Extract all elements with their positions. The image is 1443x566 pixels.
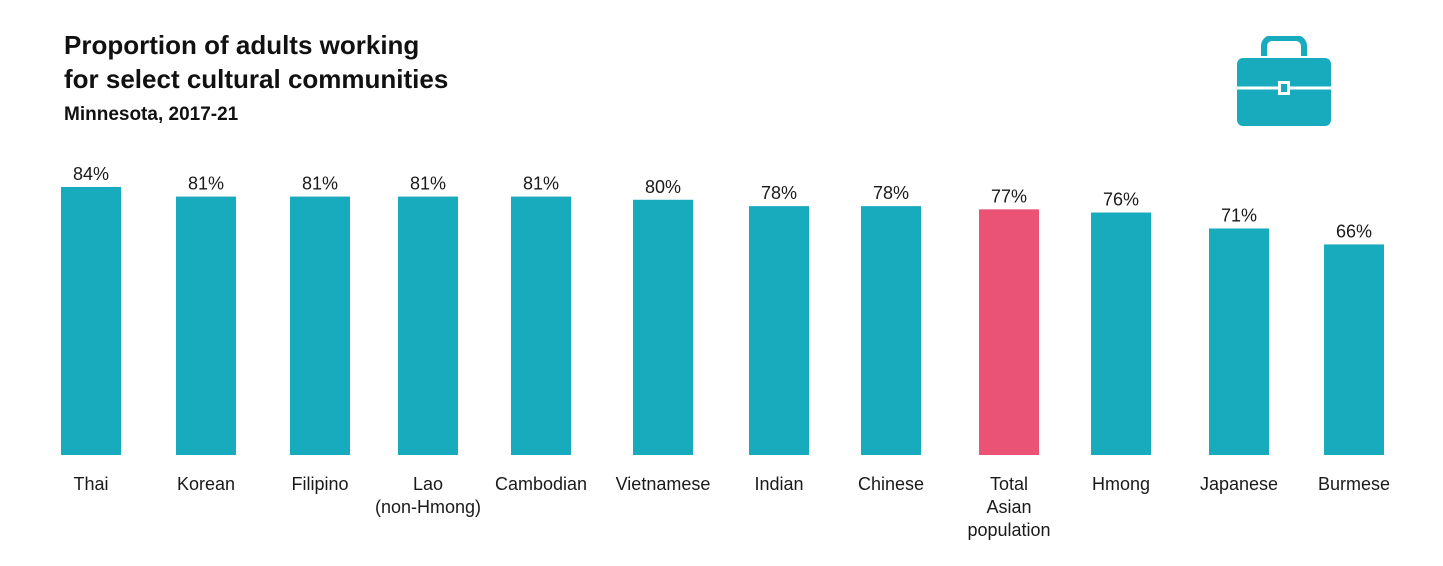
bar-5 xyxy=(633,199,693,455)
value-label-1: 81% xyxy=(188,174,224,194)
value-label-11: 66% xyxy=(1336,221,1372,241)
bar-10 xyxy=(1209,228,1269,455)
bar-4 xyxy=(511,196,571,456)
category-label-5: Vietnamese xyxy=(616,474,711,494)
bar-1 xyxy=(176,196,236,456)
value-label-9: 76% xyxy=(1103,190,1139,210)
category-label-2: Filipino xyxy=(291,474,348,494)
category-label-4: Cambodian xyxy=(495,474,587,494)
bar-7 xyxy=(861,206,921,455)
category-label-3: Lao (non-Hmong) xyxy=(375,474,481,517)
value-label-7: 78% xyxy=(873,183,909,203)
category-label-6: Indian xyxy=(754,474,803,494)
bar-11 xyxy=(1324,244,1384,455)
value-label-0: 84% xyxy=(73,164,109,184)
category-label-10: Japanese xyxy=(1200,474,1278,494)
category-label-8: Total Asian population xyxy=(967,474,1050,540)
bar-0 xyxy=(61,187,121,455)
bar-3 xyxy=(398,196,458,456)
value-label-3: 81% xyxy=(410,174,446,194)
value-label-2: 81% xyxy=(302,174,338,194)
value-label-6: 78% xyxy=(761,183,797,203)
category-label-7: Chinese xyxy=(858,474,924,494)
category-label-1: Korean xyxy=(177,474,235,494)
category-label-9: Hmong xyxy=(1092,474,1150,494)
category-label-11: Burmese xyxy=(1318,474,1390,494)
briefcase-icon xyxy=(1237,36,1331,126)
category-label-0: Thai xyxy=(73,474,108,494)
bar-2 xyxy=(290,196,350,456)
value-label-4: 81% xyxy=(523,174,559,194)
value-label-10: 71% xyxy=(1221,205,1257,225)
bar-9 xyxy=(1091,212,1151,455)
chart-subtitle: Minnesota, 2017-21 xyxy=(64,104,239,125)
bar-6 xyxy=(749,206,809,455)
value-label-8: 77% xyxy=(991,186,1027,206)
bar-8 xyxy=(979,209,1039,455)
chart-title: Proportion of adults working for select … xyxy=(64,30,449,94)
value-label-5: 80% xyxy=(645,177,681,197)
